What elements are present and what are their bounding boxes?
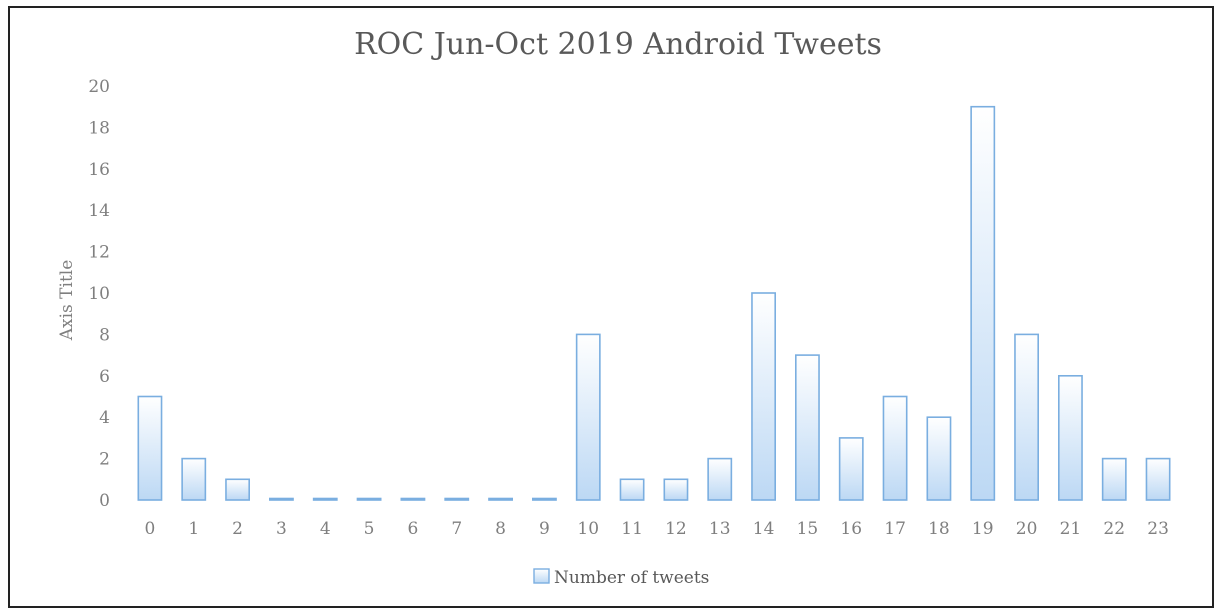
bar: [619, 478, 645, 501]
x-tick-label: 4: [320, 519, 331, 539]
bar: [356, 497, 382, 501]
y-tick-label: 14: [88, 201, 110, 221]
bar: [532, 497, 557, 501]
bar: [312, 497, 338, 501]
bar: [1101, 457, 1127, 501]
bar-chart: ROC Jun-Oct 2019 Android Tweets Axis Tit…: [57, 27, 1171, 588]
bar: [926, 416, 952, 501]
bar: [663, 478, 689, 501]
x-tick-label: 22: [1103, 519, 1125, 539]
bar: [795, 354, 820, 501]
bar: [137, 395, 163, 501]
y-tick-label: 6: [99, 367, 110, 387]
x-tick-label: 5: [364, 519, 375, 539]
y-tick-label: 4: [99, 408, 110, 428]
bar: [269, 497, 294, 501]
x-tick-label: 18: [928, 519, 950, 539]
legend: Number of tweets: [533, 568, 709, 588]
x-tick-label: 8: [495, 519, 506, 539]
bar: [181, 457, 207, 501]
bar: [225, 478, 250, 501]
x-tick-label: 7: [451, 519, 462, 539]
y-axis-label: Axis Title: [57, 260, 77, 342]
x-tick-label: 0: [145, 519, 156, 539]
x-tick-label: 2: [232, 519, 243, 539]
y-tick-label: 12: [88, 243, 110, 263]
y-tick-label: 0: [99, 491, 110, 511]
y-tick-label: 8: [99, 325, 110, 345]
bar: [707, 457, 733, 501]
x-axis-ticks: 0 1 2 3 4 5 6 7 8 9 10 11 12 13 14 15 16 17 18 19 20 21 22 23: [145, 519, 1169, 539]
y-tick-label: 2: [99, 450, 110, 470]
y-tick-label: 16: [88, 160, 110, 180]
x-tick-label: 11: [621, 519, 643, 539]
chart-title: ROC Jun-Oct 2019 Android Tweets: [354, 27, 882, 62]
bars: [137, 105, 1171, 501]
y-axis-ticks: 0 2 4 6 8 10 12 14 16 18 20: [88, 77, 110, 511]
y-tick-label: 18: [88, 118, 110, 138]
x-tick-label: 23: [1147, 519, 1169, 539]
bar: [970, 105, 996, 501]
x-tick-label: 14: [753, 519, 775, 539]
bar: [575, 333, 601, 501]
x-tick-label: 19: [972, 519, 994, 539]
bar: [882, 395, 908, 501]
x-tick-label: 3: [276, 519, 287, 539]
x-tick-label: 20: [1016, 519, 1038, 539]
bar: [444, 497, 470, 501]
x-tick-label: 17: [884, 519, 906, 539]
y-tick-label: 10: [88, 284, 110, 304]
x-tick-label: 12: [665, 519, 687, 539]
x-tick-label: 15: [797, 519, 819, 539]
bar: [1058, 374, 1083, 501]
y-tick-label: 20: [88, 77, 110, 97]
x-tick-label: 21: [1060, 519, 1082, 539]
x-tick-label: 1: [188, 519, 199, 539]
bar: [1145, 457, 1171, 501]
bar: [488, 497, 513, 501]
legend-swatch: [533, 568, 550, 584]
x-tick-label: 16: [840, 519, 862, 539]
x-tick-label: 13: [709, 519, 731, 539]
bar: [1014, 333, 1039, 501]
x-tick-label: 6: [408, 519, 419, 539]
bar: [400, 497, 426, 501]
chart-frame: ROC Jun-Oct 2019 Android Tweets Axis Tit…: [8, 6, 1214, 608]
legend-label: Number of tweets: [554, 568, 709, 588]
bar: [838, 437, 864, 501]
x-tick-label: 9: [539, 519, 550, 539]
bar: [751, 292, 776, 501]
x-tick-label: 10: [577, 519, 599, 539]
